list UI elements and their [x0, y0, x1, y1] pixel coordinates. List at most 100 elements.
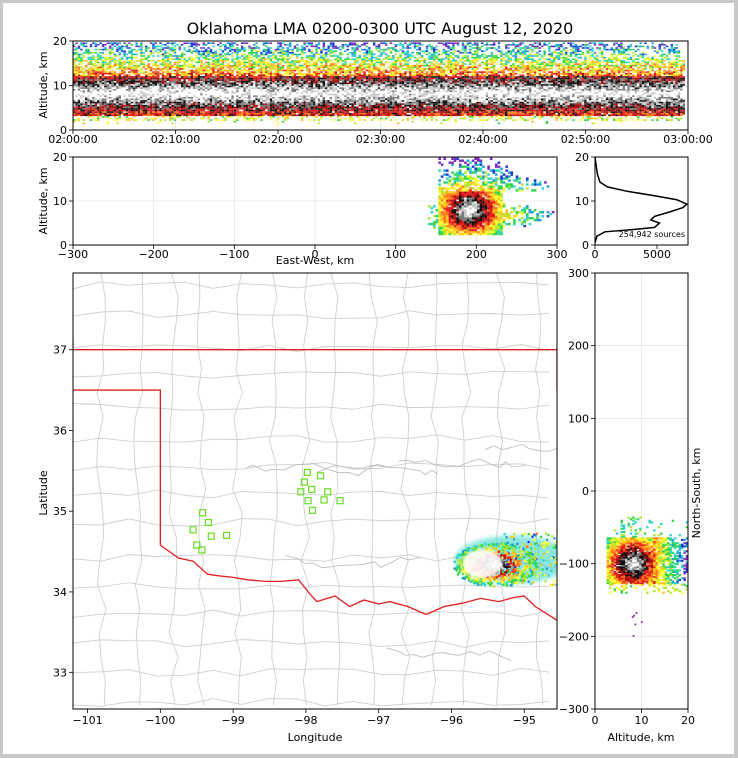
a-density-cell: [209, 119, 213, 121]
a-density-cell: [327, 106, 330, 109]
a-density-cell: [358, 103, 361, 105]
a-density-cell: [231, 98, 234, 101]
a-density-cell: [339, 96, 342, 99]
a-density-cell: [265, 69, 268, 72]
a-density-cell: [248, 76, 251, 78]
a-density-cell: [349, 100, 352, 102]
a-density-cell: [361, 88, 364, 91]
a-density-cell: [310, 93, 313, 96]
a-density-cell: [207, 96, 210, 99]
a-density-cell: [99, 109, 102, 112]
a-density-cell: [229, 98, 232, 101]
a-density-cell: [313, 101, 316, 104]
a-density-cell: [238, 92, 241, 94]
a-density-cell: [286, 109, 289, 112]
a-density-cell: [272, 79, 275, 81]
a-density-cell: [92, 71, 95, 73]
a-density-cell: [97, 56, 100, 59]
a-density-cell: [161, 100, 165, 102]
a-density-cell: [267, 108, 270, 110]
a-density-cell: [116, 80, 119, 83]
a-density-cell: [118, 58, 121, 60]
a-density-cell: [358, 114, 361, 117]
a-density-cell: [85, 92, 88, 94]
a-density-cell: [99, 68, 102, 70]
a-density-cell: [73, 61, 76, 64]
a-density-cell: [332, 87, 335, 89]
a-density-cell: [236, 108, 239, 110]
a-density-cell: [221, 90, 225, 93]
a-density-cell: [365, 100, 369, 102]
a-density-cell: [161, 69, 165, 72]
a-density-cell: [209, 114, 213, 117]
a-density-cell: [193, 106, 196, 109]
a-density-cell: [277, 47, 280, 49]
a-density-cell: [373, 76, 376, 78]
a-density-cell: [111, 92, 114, 94]
a-density-cell: [334, 58, 337, 60]
a-density-cell: [173, 48, 177, 51]
a-density-cell: [353, 68, 357, 70]
a-density-cell: [75, 52, 78, 54]
a-density-cell: [339, 100, 342, 102]
a-density-cell: [205, 92, 208, 94]
a-density-cell: [231, 77, 234, 80]
a-density-cell: [154, 90, 157, 93]
a-density-cell: [157, 68, 160, 70]
a-density-cell: [104, 61, 107, 64]
a-density-cell: [87, 93, 90, 96]
a-density-cell: [308, 119, 311, 121]
a-density-cell: [130, 48, 133, 51]
a-density-cell: [164, 74, 167, 77]
a-density-cell: [334, 93, 337, 96]
a-density-cell: [301, 77, 304, 80]
a-density-cell: [375, 60, 378, 62]
a-density-cell: [349, 90, 352, 93]
a-density-cell: [212, 82, 215, 85]
a-density-cell: [94, 77, 97, 80]
a-density-cell: [166, 112, 169, 115]
a-density-cell: [164, 90, 167, 93]
a-density-cell: [80, 80, 83, 83]
a-density-cell: [97, 93, 100, 96]
a-density-cell: [109, 101, 112, 104]
a-density-cell: [353, 58, 357, 60]
a-density-cell: [123, 84, 126, 86]
a-density-cell: [157, 52, 160, 54]
a-density-cell: [250, 66, 253, 69]
a-density-cell: [89, 90, 93, 93]
a-density-cell: [291, 111, 294, 113]
a-density-cell: [116, 108, 119, 110]
a-density-cell: [123, 90, 126, 93]
a-density-cell: [308, 85, 311, 88]
a-density-cell: [368, 112, 371, 115]
a-density-cell: [190, 85, 193, 88]
a-density-cell: [322, 82, 325, 85]
a-density-cell: [238, 104, 241, 107]
a-density-cell: [373, 101, 376, 104]
a-density-cell: [346, 79, 349, 81]
a-density-cell: [94, 60, 97, 62]
a-density-cell: [75, 77, 78, 80]
a-density-cell: [298, 72, 301, 75]
a-density-cell: [231, 44, 234, 46]
a-density-cell: [370, 87, 373, 89]
a-density-cell: [286, 64, 289, 67]
a-density-cell: [334, 103, 337, 105]
a-density-cell: [351, 119, 354, 121]
a-density-cell: [272, 90, 275, 93]
a-density-cell: [221, 76, 225, 78]
a-density-cell: [257, 55, 261, 57]
a-density-cell: [255, 64, 258, 67]
a-density-cell: [169, 84, 172, 86]
a-density-cell: [305, 95, 309, 97]
a-density-cell: [173, 114, 177, 117]
a-density-cell: [97, 53, 100, 56]
a-density-cell: [296, 87, 299, 89]
a-density-cell: [207, 55, 210, 57]
a-density-cell: [373, 95, 376, 97]
a-density-cell: [104, 47, 107, 49]
a-density-cell: [145, 48, 148, 51]
a-density-cell: [181, 64, 184, 67]
a-density-cell: [85, 106, 88, 109]
